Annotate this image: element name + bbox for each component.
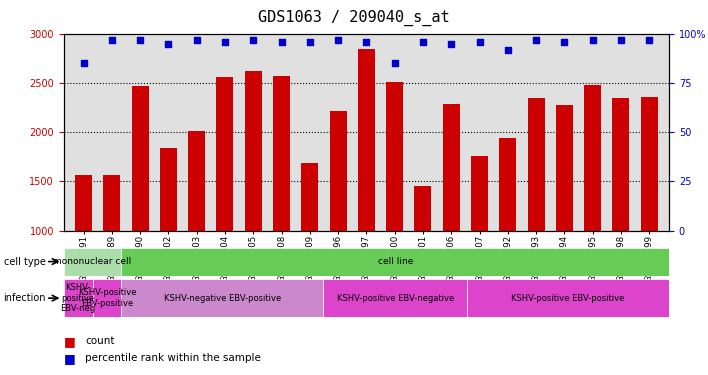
Bar	[612, 98, 629, 329]
Bar	[273, 76, 290, 329]
Bar	[323, 279, 467, 317]
Point	[333, 37, 344, 43]
Point	[163, 40, 174, 46]
Bar	[414, 186, 431, 329]
Text: cell line: cell line	[377, 257, 413, 266]
Bar	[556, 105, 573, 329]
Point	[304, 39, 316, 45]
Bar	[467, 279, 669, 317]
Point	[276, 39, 287, 45]
Point	[360, 39, 372, 45]
Text: count: count	[85, 336, 115, 346]
Point	[615, 37, 627, 43]
Text: ■: ■	[64, 335, 76, 348]
Text: cell type: cell type	[4, 256, 45, 267]
Bar	[64, 279, 93, 317]
Point	[248, 37, 259, 43]
Bar	[245, 71, 262, 329]
Text: KSHV-positive EBV-positive: KSHV-positive EBV-positive	[511, 294, 625, 303]
Bar	[93, 279, 121, 317]
Bar	[358, 49, 375, 329]
Bar	[121, 279, 323, 317]
Bar	[499, 138, 516, 329]
Bar	[160, 148, 177, 329]
Text: KSHV-positive EBV-negative: KSHV-positive EBV-negative	[336, 294, 454, 303]
Text: ■: ■	[64, 352, 76, 364]
Bar	[103, 175, 120, 329]
Bar	[330, 111, 347, 329]
Bar	[442, 104, 459, 329]
Point	[219, 39, 231, 45]
Point	[644, 37, 655, 43]
Bar	[64, 248, 121, 276]
Point	[389, 60, 400, 66]
Text: infection: infection	[4, 293, 46, 303]
Bar	[188, 131, 205, 329]
Text: KSHV-negative EBV-positive: KSHV-negative EBV-positive	[164, 294, 281, 303]
Point	[445, 40, 457, 46]
Point	[530, 37, 542, 43]
Text: GDS1063 / 209040_s_at: GDS1063 / 209040_s_at	[258, 9, 450, 26]
Bar	[641, 97, 658, 329]
Point	[78, 60, 89, 66]
Text: percentile rank within the sample: percentile rank within the sample	[85, 353, 261, 363]
Point	[502, 46, 513, 53]
Point	[135, 37, 146, 43]
Point	[417, 39, 428, 45]
Bar	[527, 98, 544, 329]
Bar	[75, 174, 92, 329]
Bar	[132, 86, 149, 329]
Bar	[471, 156, 488, 329]
Text: KSHV-
positive
EBV-neg: KSHV- positive EBV-neg	[61, 283, 96, 313]
Point	[474, 39, 485, 45]
Bar	[584, 85, 601, 329]
Bar	[217, 77, 234, 329]
Point	[559, 39, 570, 45]
Point	[106, 37, 118, 43]
Text: KSHV-positive
EBV-positive: KSHV-positive EBV-positive	[78, 288, 136, 308]
Point	[191, 37, 202, 43]
Bar	[302, 163, 319, 329]
Bar	[386, 82, 403, 329]
Point	[587, 37, 598, 43]
Text: mononuclear cell: mononuclear cell	[53, 257, 132, 266]
